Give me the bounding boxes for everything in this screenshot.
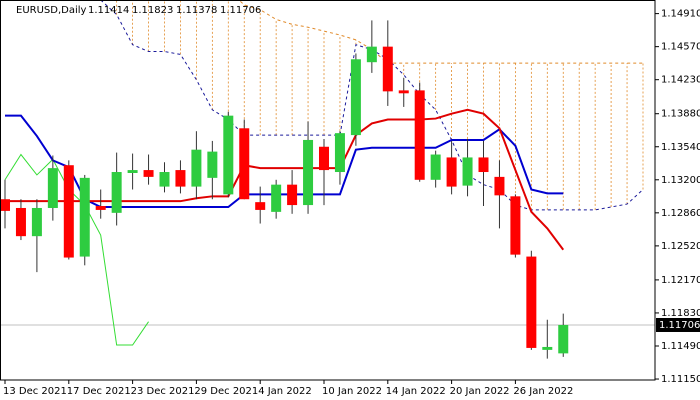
candle-body xyxy=(382,46,393,92)
candle-body xyxy=(398,90,409,94)
candle-body xyxy=(303,139,314,206)
x-tick-label: 13 Dec 2021 xyxy=(3,386,67,397)
candle-body xyxy=(255,202,266,210)
candle-body xyxy=(287,184,298,206)
candle-body xyxy=(350,59,361,136)
axes: 1.14910 1.14570 1.14230 1.13880 1.13540 1.132… xyxy=(3,9,700,397)
candle-body xyxy=(510,196,521,255)
tenkan-line xyxy=(5,108,565,251)
candle-body xyxy=(478,157,489,173)
plot-area xyxy=(0,0,655,359)
candle-body xyxy=(494,176,505,196)
x-tick-label: 17 Dec 2021 xyxy=(67,386,131,397)
y-tick-label: 1.13540 xyxy=(661,142,700,153)
header-open: 1.11414 xyxy=(88,5,129,16)
candle-body xyxy=(542,346,553,350)
candle-body xyxy=(191,149,202,187)
x-tick-label: 20 Jan 2022 xyxy=(450,386,510,397)
kijun-line xyxy=(5,114,564,209)
price-label-box xyxy=(656,317,700,332)
x-tick-label: 14 Jan 2022 xyxy=(386,386,446,397)
y-tick-label: 1.11150 xyxy=(661,374,700,385)
candle-body xyxy=(15,207,26,237)
candle-body xyxy=(271,184,282,212)
y-tick-label: 1.14910 xyxy=(661,9,700,20)
candle-body xyxy=(127,170,138,173)
candle-body xyxy=(558,324,569,354)
candle-body xyxy=(47,168,58,208)
candle-body xyxy=(334,133,345,173)
y-tick-label: 1.14570 xyxy=(661,42,700,53)
header: EURUSD,Daily 1.11414 1.11823 1.11378 1.1… xyxy=(16,5,261,16)
candle-body xyxy=(223,115,234,195)
header-high: 1.11823 xyxy=(132,5,173,16)
candle-body xyxy=(430,154,441,180)
candle-body xyxy=(526,256,537,348)
candle-body xyxy=(319,146,329,171)
candle-body xyxy=(414,90,425,180)
candle-body xyxy=(366,46,377,63)
x-tick-label: 26 Jan 2022 xyxy=(513,386,573,397)
header-low: 1.11378 xyxy=(176,5,217,16)
x-tick-label: 23 Dec 2021 xyxy=(131,386,195,397)
candle-body xyxy=(462,157,473,186)
y-tick-label: 1.12520 xyxy=(661,241,700,252)
candle-body xyxy=(143,170,154,177)
x-tick-label: 10 Jan 2022 xyxy=(322,386,382,397)
candle-body xyxy=(0,199,10,211)
x-tick-label: 4 Jan 2022 xyxy=(258,386,312,397)
candle-body xyxy=(239,128,250,200)
candle-body xyxy=(63,165,74,258)
candle-body xyxy=(31,207,42,237)
candle-body xyxy=(446,157,457,187)
y-tick-label: 1.13200 xyxy=(661,175,700,186)
y-tick-label: 1.14230 xyxy=(661,75,700,86)
y-tick-label: 1.11490 xyxy=(661,341,700,352)
y-tick-label: 1.12170 xyxy=(661,275,700,286)
candle-body xyxy=(79,177,90,257)
y-tick-label: 1.13880 xyxy=(661,109,700,120)
chart-title: EURUSD,Daily xyxy=(16,5,87,16)
header-close: 1.11706 xyxy=(220,5,261,16)
candle-body xyxy=(175,170,186,187)
price-label: 1.11706 xyxy=(659,320,700,331)
chikou-line xyxy=(4,153,149,346)
candle-body xyxy=(95,206,106,210)
candle-body xyxy=(111,172,122,213)
candle-body xyxy=(207,151,218,178)
candle-body xyxy=(159,172,170,187)
y-tick-label: 1.12860 xyxy=(661,208,700,219)
plot-frame xyxy=(0,0,656,381)
y-tick-label: 1.11830 xyxy=(661,308,700,319)
x-tick-label: 29 Dec 2021 xyxy=(194,386,258,397)
